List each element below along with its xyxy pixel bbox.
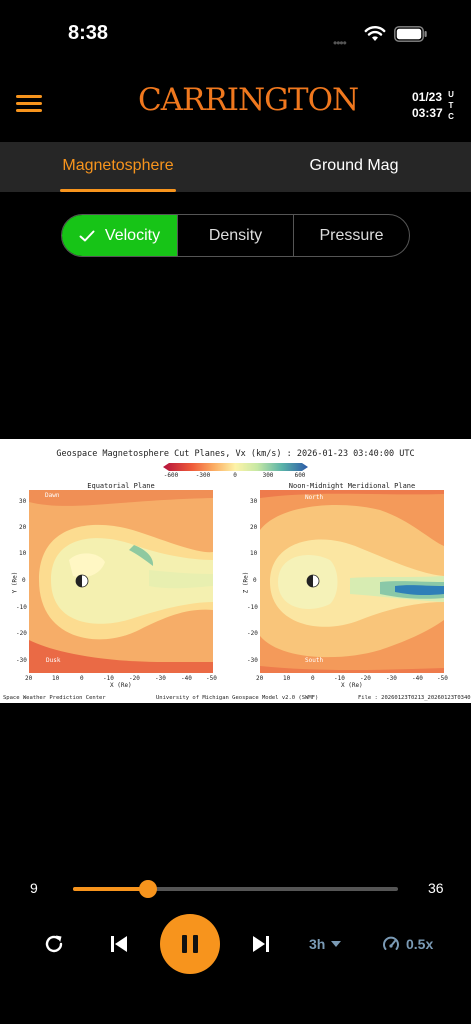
segment-pressure[interactable]: Pressure bbox=[293, 215, 409, 256]
battery-icon bbox=[394, 26, 427, 42]
colorbar bbox=[163, 463, 308, 471]
tab-ground-mag[interactable]: Ground Mag bbox=[309, 157, 399, 174]
z-tick: -10 bbox=[247, 604, 258, 611]
segment-velocity[interactable]: Velocity bbox=[62, 215, 177, 256]
app-header: CARRINGTON 01/23 03:37 U T C bbox=[0, 70, 471, 140]
slider-track bbox=[73, 887, 398, 891]
playback-speed-value: 0.5x bbox=[406, 936, 434, 952]
plot-footer-right: File : 20260123T0213_20260123T0340 bbox=[358, 695, 471, 701]
left-ylabel: Y (Re) bbox=[11, 571, 19, 594]
x-tick: 10 bbox=[52, 675, 60, 682]
x-tick: 20 bbox=[25, 675, 33, 682]
x-tick: -50 bbox=[206, 675, 217, 682]
utc-label: U T C bbox=[448, 90, 454, 121]
x-tick: -20 bbox=[129, 675, 140, 682]
y-tick: 0 bbox=[22, 577, 26, 584]
segment-label: Velocity bbox=[104, 226, 161, 244]
x-tick: -20 bbox=[360, 675, 371, 682]
plot-title: Geospace Magnetosphere Cut Planes, Vx (k… bbox=[56, 449, 415, 459]
timeline-slider[interactable] bbox=[73, 879, 398, 899]
magnetosphere-plot-image: Geospace Magnetosphere Cut Planes, Vx (k… bbox=[0, 439, 471, 703]
status-time: 8:38 bbox=[68, 22, 109, 44]
left-xlabel: X (Re) bbox=[110, 682, 132, 689]
pause-icon bbox=[182, 935, 187, 953]
slider-thumb[interactable] bbox=[138, 880, 157, 898]
right-ylabel: Z (Re) bbox=[242, 571, 250, 594]
app-logo: CARRINGTON bbox=[138, 82, 359, 118]
x-tick: -50 bbox=[437, 675, 448, 682]
refresh-icon[interactable] bbox=[43, 933, 65, 955]
tab-bar: Magnetosphere Ground Mag bbox=[0, 142, 471, 192]
dawn-label: Dawn bbox=[45, 492, 60, 499]
utc-date: 01/23 bbox=[412, 90, 443, 104]
utc-time: 03:37 bbox=[412, 106, 443, 120]
time-range-value: 3h bbox=[309, 936, 326, 952]
segment-label: Density bbox=[208, 226, 263, 244]
time-range-dropdown[interactable]: 3h bbox=[309, 934, 342, 954]
plot-footer-mid: University of Michigan Geospace Model v2… bbox=[156, 695, 319, 701]
status-bar: 8:38 •••• bbox=[0, 0, 471, 60]
right-xlabel: X (Re) bbox=[341, 682, 363, 689]
x-tick: -30 bbox=[155, 675, 166, 682]
slider-fill bbox=[73, 887, 148, 891]
menu-button[interactable] bbox=[16, 92, 44, 114]
segment-label: Pressure bbox=[319, 226, 384, 244]
x-tick: -10 bbox=[103, 675, 114, 682]
x-tick: -40 bbox=[412, 675, 423, 682]
south-label: South bbox=[305, 657, 324, 664]
z-tick: 0 bbox=[253, 577, 257, 584]
x-tick: -10 bbox=[334, 675, 345, 682]
y-tick: -10 bbox=[16, 604, 27, 611]
meridional-plane-panel bbox=[260, 490, 444, 673]
colorbar-ticks: -600 -300 0 300 600 bbox=[163, 472, 306, 479]
skip-previous-icon[interactable] bbox=[109, 934, 129, 954]
caret-down-icon bbox=[331, 941, 342, 947]
tab-magnetosphere[interactable]: Magnetosphere bbox=[58, 142, 178, 192]
left-panel-title: Equatorial Plane bbox=[87, 482, 155, 490]
x-tick: 0 bbox=[80, 675, 84, 682]
z-tick: 30 bbox=[250, 498, 258, 505]
z-tick: 10 bbox=[250, 550, 258, 557]
plot-footer-left: Space Weather Prediction Center bbox=[3, 695, 106, 701]
x-tick: 10 bbox=[283, 675, 291, 682]
skip-next-icon[interactable] bbox=[251, 934, 271, 954]
z-tick: 20 bbox=[250, 524, 258, 531]
x-tick: 0 bbox=[311, 675, 315, 682]
hamburger-icon bbox=[16, 95, 42, 98]
equatorial-plane-panel bbox=[29, 490, 213, 673]
pause-button[interactable] bbox=[160, 914, 220, 974]
timeline-start-label: 9 bbox=[30, 880, 38, 896]
y-tick: 30 bbox=[19, 498, 27, 505]
right-panel-title: Noon-Midnight Meridional Plane bbox=[288, 482, 416, 490]
signal-icon: •••• bbox=[333, 36, 347, 50]
x-tick: -40 bbox=[181, 675, 192, 682]
z-tick: -30 bbox=[247, 657, 258, 664]
check-icon bbox=[79, 230, 95, 241]
z-tick: -20 bbox=[247, 630, 258, 637]
north-label: North bbox=[305, 494, 324, 501]
playback-speed-button[interactable]: 0.5x bbox=[382, 934, 433, 954]
y-tick: 10 bbox=[19, 550, 27, 557]
x-tick: 20 bbox=[256, 675, 264, 682]
timeline-end-label: 36 bbox=[428, 880, 444, 896]
y-tick: -20 bbox=[16, 630, 27, 637]
speedometer-icon bbox=[383, 936, 399, 950]
segment-density[interactable]: Density bbox=[177, 215, 293, 256]
utc-clock: 01/23 03:37 U T C bbox=[412, 90, 468, 124]
y-tick: 20 bbox=[19, 524, 27, 531]
variable-segmented-control: Velocity Density Pressure bbox=[61, 214, 410, 257]
x-tick: -30 bbox=[386, 675, 397, 682]
dusk-label: Dusk bbox=[46, 657, 61, 664]
wifi-icon bbox=[364, 26, 386, 41]
y-tick: -30 bbox=[16, 657, 27, 664]
